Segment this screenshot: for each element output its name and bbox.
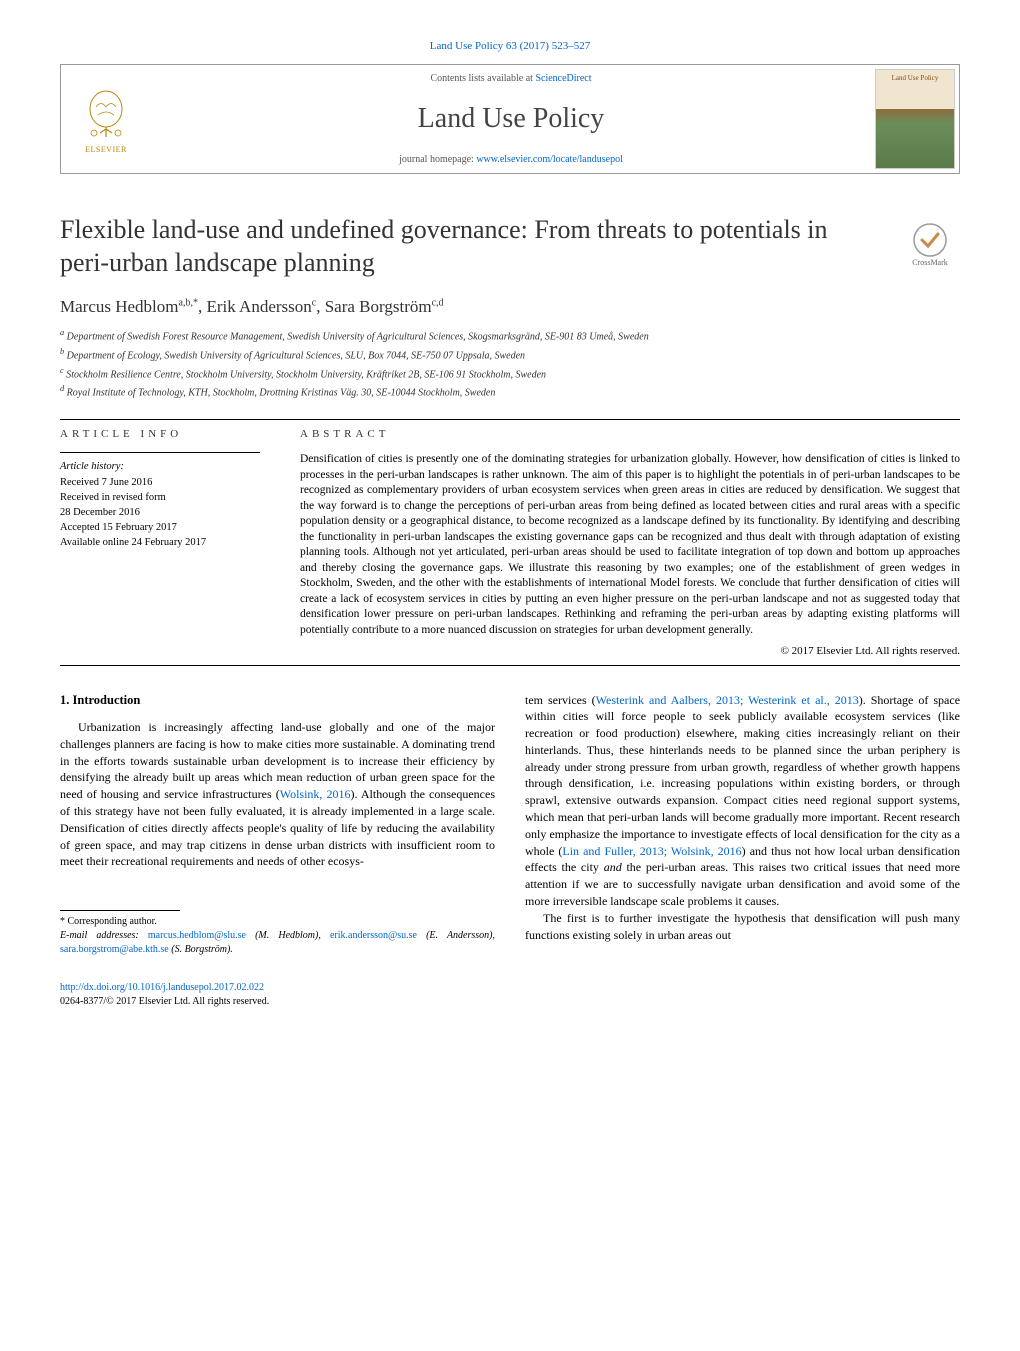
email-who: (M. Hedblom),	[246, 930, 330, 941]
body-columns: 1. Introduction Urbanization is increasi…	[60, 692, 960, 1009]
history-label: Article history:	[60, 459, 260, 474]
footer-rule	[60, 910, 180, 911]
article-info: ARTICLE INFO Article history: Received 7…	[60, 428, 260, 656]
journal-name: Land Use Policy	[418, 103, 605, 135]
elsevier-logo: ELSEVIER	[61, 65, 151, 173]
article-info-heading: ARTICLE INFO	[60, 428, 260, 440]
history-line: Accepted 15 February 2017	[60, 520, 260, 535]
email-who: (S. Borgström).	[169, 944, 233, 955]
doi-block: http://dx.doi.org/10.1016/j.landusepol.2…	[60, 981, 495, 1008]
ref-lin-fuller-2013[interactable]: Lin and Fuller, 2013; Wolsink, 2016	[562, 844, 741, 858]
history-line: Received 7 June 2016	[60, 475, 260, 490]
article-title: Flexible land-use and undefined governan…	[60, 214, 880, 279]
history-line: Available online 24 February 2017	[60, 535, 260, 550]
ref-wolsink-2016[interactable]: Wolsink, 2016	[280, 787, 351, 801]
affiliation-line: b Department of Ecology, Swedish Univers…	[60, 346, 960, 364]
top-rule	[60, 419, 960, 420]
info-subrule	[60, 452, 260, 453]
ref-westerink-2013[interactable]: Westerink and Aalbers, 2013; Westerink e…	[596, 693, 859, 707]
elsevier-tree-icon	[76, 85, 136, 145]
homepage-link[interactable]: www.elsevier.com/locate/landusepol	[476, 154, 623, 165]
bottom-rule	[60, 665, 960, 666]
p1c-mid: ). Shortage of space within cities will …	[525, 693, 960, 858]
footer-block: * Corresponding author. E-mail addresses…	[60, 910, 495, 957]
column-right: tem services (Westerink and Aalbers, 201…	[525, 692, 960, 1009]
affiliations: a Department of Swedish Forest Resource …	[60, 327, 960, 401]
contents-prefix: Contents lists available at	[430, 73, 535, 84]
intro-para-1: Urbanization is increasingly affecting l…	[60, 719, 495, 870]
intro-para-2: The first is to further investigate the …	[525, 910, 960, 944]
history-line: Received in revised form	[60, 490, 260, 505]
section-heading: 1. Introduction	[60, 692, 495, 710]
abstract-copyright: © 2017 Elsevier Ltd. All rights reserved…	[300, 645, 960, 657]
email-label: E-mail addresses:	[60, 930, 148, 941]
column-left: 1. Introduction Urbanization is increasi…	[60, 692, 495, 1009]
doi-link[interactable]: http://dx.doi.org/10.1016/j.landusepol.2…	[60, 982, 264, 993]
p1c-pre: tem services (	[525, 693, 596, 707]
email-link[interactable]: marcus.hedblom@slu.se	[148, 930, 246, 941]
email-link[interactable]: erik.andersson@su.se	[330, 930, 417, 941]
journal-header-box: ELSEVIER Contents lists available at Sci…	[60, 64, 960, 174]
history-line: 28 December 2016	[60, 505, 260, 520]
p1c-em: and	[604, 860, 622, 874]
abstract-heading: ABSTRACT	[300, 428, 960, 440]
email-who: (E. Andersson),	[417, 930, 495, 941]
contents-line: Contents lists available at ScienceDirec…	[430, 73, 591, 84]
corresponding-author: * Corresponding author.	[60, 915, 495, 929]
affiliation-line: a Department of Swedish Forest Resource …	[60, 327, 960, 345]
sciencedirect-link[interactable]: ScienceDirect	[535, 73, 591, 84]
authors: Marcus Hedbloma,b,*, Erik Anderssonc, Sa…	[60, 297, 960, 317]
email-link[interactable]: sara.borgstrom@abe.kth.se	[60, 944, 169, 955]
crossmark-badge[interactable]: CrossMark	[900, 214, 960, 274]
section-number: 1.	[60, 693, 69, 707]
homepage-line: journal homepage: www.elsevier.com/locat…	[399, 154, 623, 165]
crossmark-icon	[912, 222, 948, 258]
elsevier-label: ELSEVIER	[85, 145, 127, 154]
intro-para-1-cont: tem services (Westerink and Aalbers, 201…	[525, 692, 960, 910]
affiliation-line: d Royal Institute of Technology, KTH, St…	[60, 383, 960, 401]
email-line: E-mail addresses: marcus.hedblom@slu.se …	[60, 929, 495, 957]
crossmark-label: CrossMark	[912, 258, 948, 267]
article-history: Article history: Received 7 June 2016Rec…	[60, 459, 260, 550]
homepage-label: journal homepage:	[399, 154, 476, 165]
journal-cover-thumbnail	[875, 69, 955, 169]
issn-copyright: 0264-8377/© 2017 Elsevier Ltd. All right…	[60, 996, 269, 1007]
section-title: Introduction	[73, 693, 141, 707]
affiliation-line: c Stockholm Resilience Centre, Stockholm…	[60, 365, 960, 383]
header-center: Contents lists available at ScienceDirec…	[151, 65, 871, 173]
header-citation: Land Use Policy 63 (2017) 523–527	[60, 40, 960, 52]
abstract-text: Densification of cities is presently one…	[300, 452, 960, 638]
